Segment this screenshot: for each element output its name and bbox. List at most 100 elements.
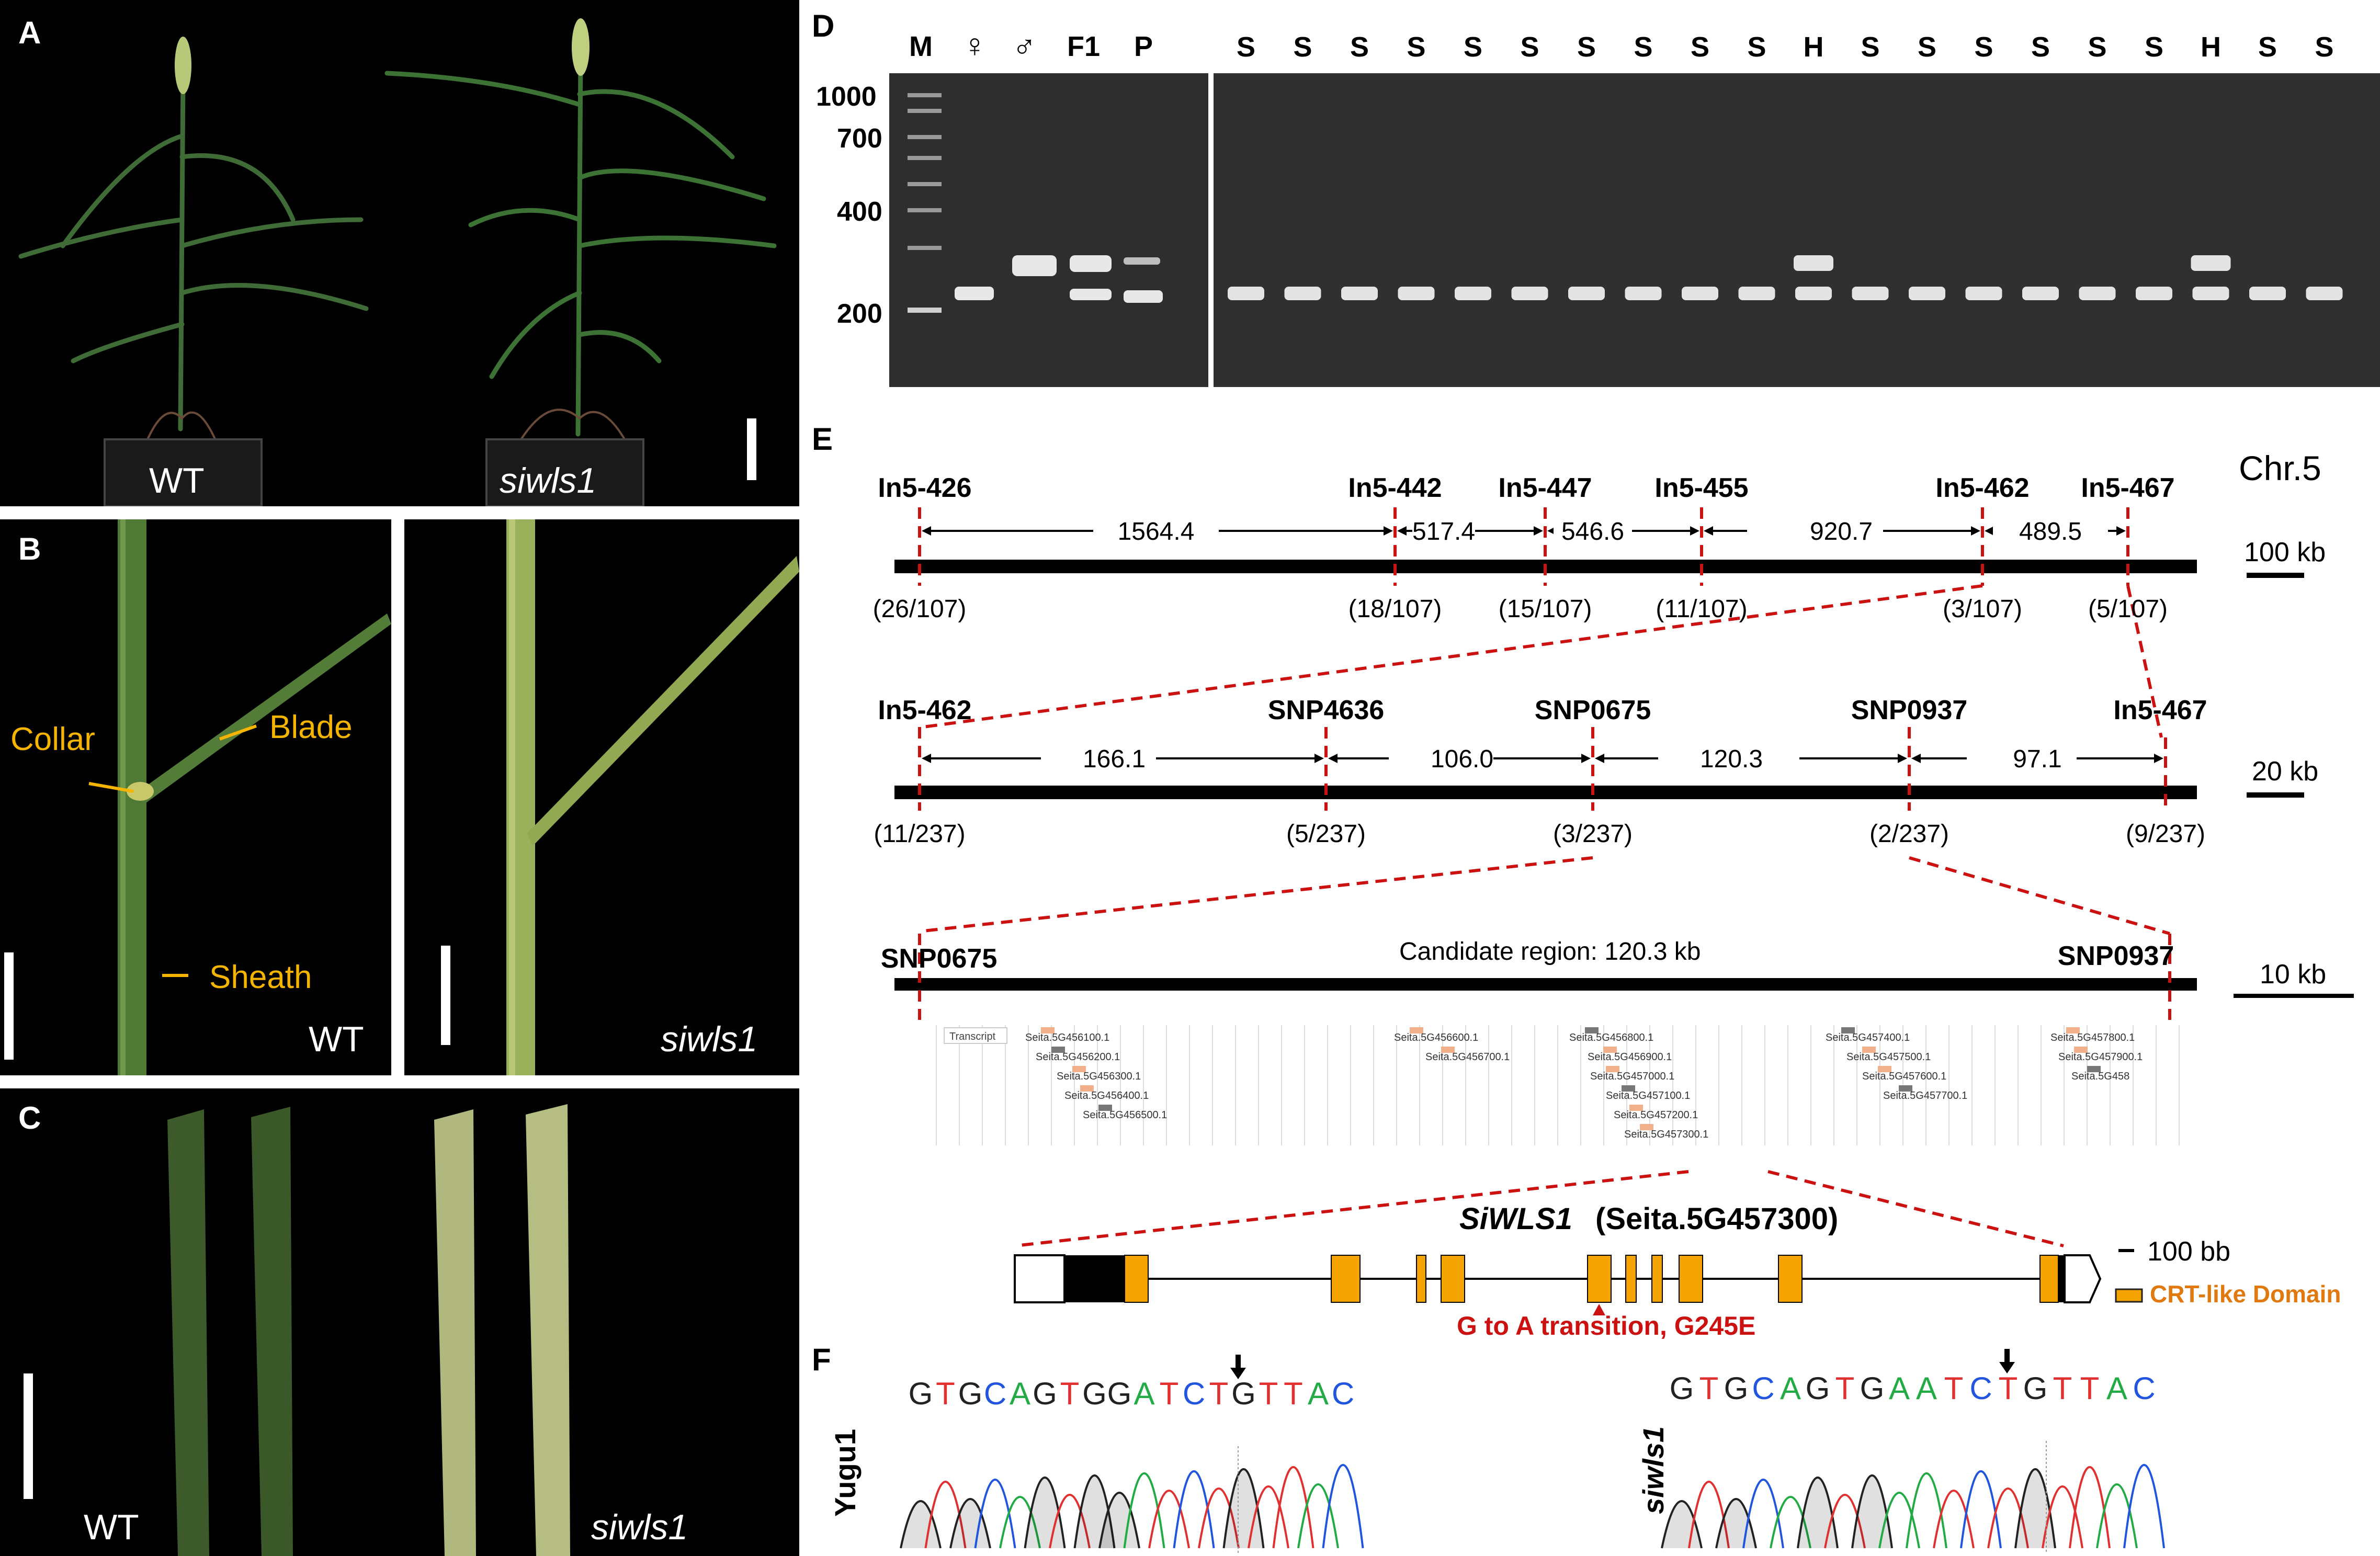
base-call: A <box>1780 1371 1801 1406</box>
gel-band <box>1738 287 1775 300</box>
lane-label: S <box>1747 31 1766 63</box>
gene-label: Seita.5G456600.1 <box>1394 1032 1478 1043</box>
candidate-region-label: Candidate region: 120.3 kb <box>1399 938 1701 966</box>
base-call: T <box>1999 1371 2018 1406</box>
distance-label: 489.5 <box>2019 518 2082 546</box>
marker-label: In5-426 <box>878 473 971 503</box>
gene-id: (Seita.5G457300) <box>1595 1202 1838 1236</box>
gene-label: Seita.5G457900.1 <box>2058 1051 2143 1063</box>
lane-label: S <box>2258 31 2277 63</box>
chromatogram-peak <box>924 1481 967 1549</box>
gel-band <box>1511 287 1548 300</box>
gene-model <box>1080 1085 1094 1092</box>
mutant-panicle <box>572 18 590 76</box>
distance-label: 1564.4 <box>1118 518 1195 546</box>
chromatogram-peak <box>1906 1472 1947 1549</box>
chromatogram-peak <box>1322 1464 1364 1549</box>
lane-label: S <box>2031 31 2050 63</box>
panel-b-wt-photo: B Collar Blade Sheath WT <box>0 519 391 1075</box>
gel-left <box>889 73 1208 387</box>
gene-scale-label: 100 bb <box>2147 1236 2230 1267</box>
base-call: G <box>1107 1376 1132 1411</box>
gel-band <box>1398 287 1435 300</box>
base-call: A <box>2106 1371 2127 1406</box>
gel-band <box>2022 287 2059 300</box>
gel-band <box>1568 287 1605 300</box>
base-call: T <box>1160 1376 1179 1411</box>
recomb-count: (26/107) <box>873 595 967 623</box>
ladder-700: 700 <box>837 123 882 154</box>
marker-label: In5-455 <box>1654 473 1748 503</box>
gel-band <box>1852 287 1889 300</box>
gene-model <box>1841 1027 1855 1033</box>
lane-label: H <box>1804 31 1824 63</box>
panel-label-b: B <box>18 531 41 566</box>
marker-label: In5-447 <box>1498 473 1592 503</box>
gel-band <box>1228 287 1264 300</box>
recomb-count: (15/107) <box>1499 595 1592 623</box>
chromatogram-peak <box>1933 1490 1975 1549</box>
base-call: G <box>1033 1376 1057 1411</box>
lane-label: S <box>1350 31 1369 63</box>
gel-band <box>2306 287 2343 300</box>
gene-label: Seita.5G456500.1 <box>1083 1109 1167 1121</box>
gel-band <box>1455 287 1491 300</box>
chromatogram-peak <box>1770 1496 1811 1549</box>
lane-label: S <box>1464 31 1482 63</box>
gel-band-upper <box>2191 255 2231 271</box>
gene-model <box>1622 1085 1635 1092</box>
lane-label-f1: F1 <box>1067 31 1101 62</box>
chromatogram-peak <box>1098 1492 1140 1549</box>
base-call: T <box>1835 1371 1855 1406</box>
distance-label: 120.3 <box>1700 745 1763 773</box>
gene-name: SiWLS1 <box>1459 1202 1572 1236</box>
wt-label: WT <box>84 1507 139 1547</box>
base-call: T <box>1284 1376 1303 1411</box>
panel-label-f: F <box>812 1342 831 1377</box>
distance-label: 546.6 <box>1561 518 1624 546</box>
mutation-label: G to A transition, G245E <box>1457 1311 1755 1339</box>
lane-label-p: P <box>1134 31 1153 62</box>
marker-label: SNP0675 <box>1535 695 1651 725</box>
lane-label: S <box>2145 31 2163 63</box>
gene-model <box>1606 1066 1619 1072</box>
gene-label: Seita.5G456400.1 <box>1064 1090 1149 1101</box>
gene-label: Seita.5G456800.1 <box>1569 1032 1653 1043</box>
lane-label: S <box>1520 31 1539 63</box>
chromatogram-peak <box>2069 1466 2111 1549</box>
chromatogram-peak <box>1073 1474 1116 1549</box>
chromatogram-peak <box>1824 1494 1866 1549</box>
base-call: G <box>1806 1371 1830 1406</box>
gene-model <box>2074 1047 2088 1053</box>
gene-model <box>1041 1027 1055 1033</box>
marker-label: In5-462 <box>1935 473 2029 503</box>
panel-label-c: C <box>18 1100 41 1135</box>
base-call: C <box>984 1376 1006 1411</box>
chromatogram-peak <box>2042 1485 2083 1549</box>
wt-label: WT <box>149 461 205 501</box>
chromatogram-peak <box>1123 1472 1165 1549</box>
gene-model <box>1410 1027 1423 1033</box>
lane-label: S <box>1293 31 1312 63</box>
collar-label: Collar <box>10 721 95 757</box>
gene-model <box>1585 1027 1599 1033</box>
chromatogram-peak <box>1960 1470 2002 1549</box>
chromatogram-peak <box>1272 1466 1314 1549</box>
chromatogram-peak <box>1297 1483 1339 1549</box>
gene-label: Seita.5G456900.1 <box>1588 1051 1672 1063</box>
chromatogram-peak <box>900 1500 942 1549</box>
recomb-count: (2/237) <box>1869 820 1949 848</box>
gel-band <box>2192 287 2229 300</box>
base-call: T <box>1699 1371 1719 1406</box>
base-call: A <box>1889 1371 1910 1406</box>
chromatogram-peak <box>1148 1490 1190 1549</box>
base-call: T <box>2053 1371 2072 1406</box>
base-call: T <box>1060 1376 1080 1411</box>
gel-right <box>1214 73 2380 387</box>
base-call: C <box>1969 1371 1992 1406</box>
panel-e: E <box>806 413 2380 1339</box>
ladder-400: 400 <box>837 197 882 227</box>
